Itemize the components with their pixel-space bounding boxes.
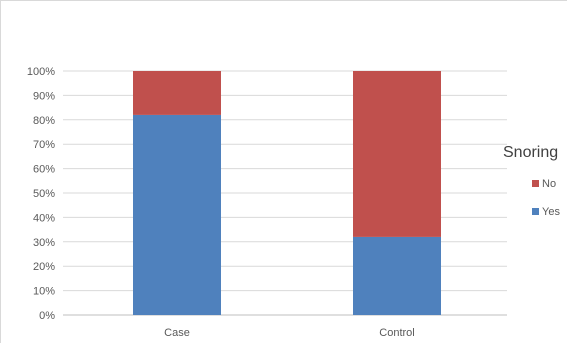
bar-case-yes [133, 114, 221, 315]
bar-control-no [353, 71, 441, 237]
legend-label-yes: Yes [542, 206, 560, 218]
y-tick-label: 100% [27, 66, 55, 78]
y-tick-label: 10% [33, 286, 55, 298]
x-category-label: Control [379, 327, 414, 339]
legend-title: Snoring [503, 144, 558, 161]
y-tick-label: 30% [33, 237, 55, 249]
y-tick-label: 90% [33, 90, 55, 102]
y-tick-label: 0% [39, 310, 55, 322]
y-tick-label: 60% [33, 164, 55, 176]
y-tick-label: 50% [33, 188, 55, 200]
x-category-label: Case [164, 327, 190, 339]
x-axis-categories: Case Control [164, 327, 415, 339]
bar-case-no [133, 71, 221, 115]
legend: Snoring No Yes [503, 144, 560, 218]
y-tick-label: 80% [33, 115, 55, 127]
legend-swatch-no [532, 180, 539, 187]
legend-label-no: No [542, 178, 556, 190]
y-tick-label: 70% [33, 139, 55, 151]
y-tick-label: 40% [33, 212, 55, 224]
y-axis-ticks: 0% 10% 20% 30% 40% 50% 60% 70% 80% 90% 100% [27, 66, 55, 322]
bars [133, 71, 441, 315]
legend-swatch-yes [532, 208, 539, 215]
y-tick-label: 20% [33, 261, 55, 273]
bar-control-yes [353, 236, 441, 315]
